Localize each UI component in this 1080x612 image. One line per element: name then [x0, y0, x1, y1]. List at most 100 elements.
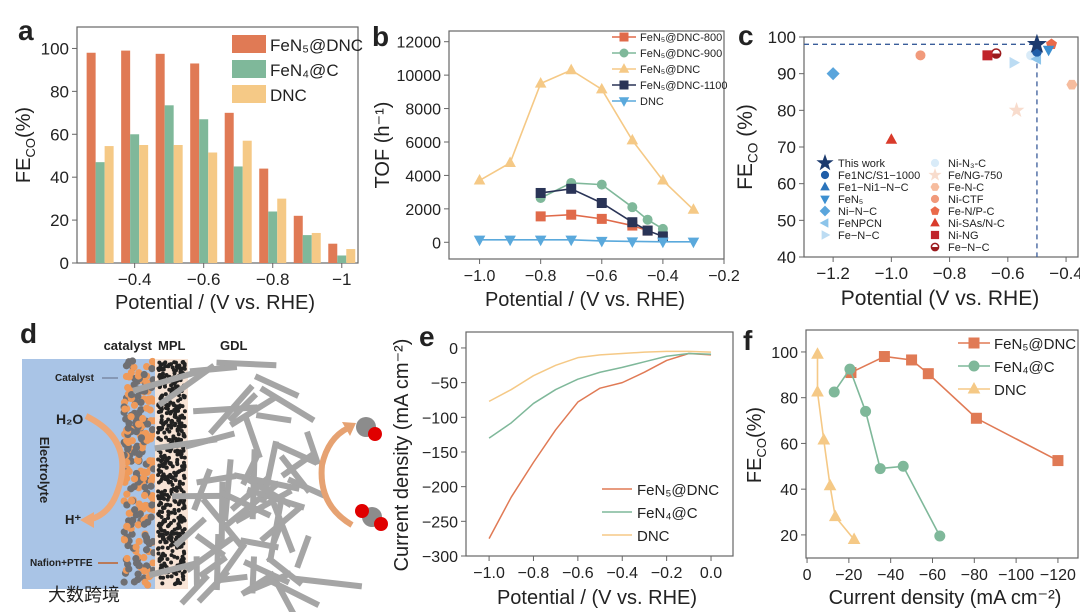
legend-marker [930, 183, 940, 191]
bar-1-3 [199, 119, 209, 263]
mpl-particle [166, 512, 171, 517]
legend-label: FeN₅@DNC-1100 [640, 80, 728, 92]
legend-label: DNC [994, 382, 1027, 399]
mpl-particle [158, 575, 163, 580]
mpl-particle [180, 571, 185, 576]
mpl-particle [157, 558, 162, 563]
catalyst-particle [124, 438, 133, 447]
legend-label: Fe−N−C [838, 230, 880, 242]
data-point [1042, 45, 1055, 57]
catalyst-particle [124, 383, 132, 392]
mpl-particle [159, 394, 164, 399]
mpl-particle [172, 408, 177, 413]
mpl-particle [168, 400, 173, 405]
ylabel-part: (%) [13, 107, 35, 138]
data-point [811, 347, 824, 359]
legend-marker [618, 63, 630, 73]
data-point [473, 235, 486, 247]
mpl-particle [164, 531, 169, 536]
gdl-fiber [240, 570, 276, 597]
mpl-particle [162, 461, 167, 466]
catalyst-particle [149, 559, 157, 567]
bar-2-4 [242, 140, 252, 263]
gdl-fiber [196, 569, 230, 604]
data-point [828, 386, 840, 398]
data-point [565, 63, 578, 75]
oxygen-atom [355, 504, 369, 518]
mpl-particle [166, 423, 171, 428]
legend-label: Ni-SAs/N-C [948, 218, 1005, 230]
y-tick-label: −50 [431, 376, 458, 393]
data-point [566, 183, 577, 194]
legend-marker [819, 218, 829, 228]
catalyst-particle [141, 531, 149, 540]
mpl-particle [181, 549, 186, 554]
mpl-particle [170, 548, 175, 553]
legend-label: Ni-N₃-C [948, 158, 986, 170]
data-point [657, 173, 669, 185]
y-tick-label: 8000 [405, 102, 441, 119]
mpl-particle [180, 506, 185, 511]
ylabel-part: FE [734, 163, 757, 190]
catalyst-particle [130, 401, 139, 409]
mpl-particle [159, 493, 164, 498]
gdl-fiber [216, 359, 277, 369]
mpl-particle [181, 460, 186, 465]
y-tick-label: 20 [780, 528, 798, 545]
ylabel-part: (%) [744, 407, 766, 438]
x-tick-label: −20 [835, 567, 862, 584]
series-line [488, 350, 712, 403]
x-tick-label: −80 [961, 567, 988, 584]
mpl-particle [162, 561, 167, 566]
x-tick-label: −60 [919, 567, 946, 584]
mpl-particle [159, 454, 164, 459]
mpl-particle [172, 470, 177, 475]
mpl-particle [179, 488, 184, 493]
mpl-particle [172, 360, 177, 365]
gdl-fiber [265, 555, 304, 587]
legend-marker [930, 158, 940, 168]
mpl-particle [176, 432, 181, 437]
legend-label: FeN₄@C [994, 359, 1055, 376]
x-tick-label: −120 [1040, 567, 1076, 584]
legend-label: This work [838, 158, 886, 170]
catalyst-particle [147, 482, 155, 490]
catalyst-particle [141, 578, 149, 586]
mpl-particle [170, 541, 175, 546]
legend-label: FeN₅@DNC [270, 36, 363, 55]
x-tick-label: −0.6 [586, 268, 618, 285]
x-tick-label: −0.6 [991, 264, 1025, 283]
bar-0-4 [224, 112, 234, 264]
mpl-particle [166, 494, 171, 499]
x-tick-label: −0.2 [708, 268, 740, 285]
catalyst-particle [123, 490, 131, 498]
catalyst-particle [146, 406, 154, 414]
legend-marker [930, 230, 940, 240]
legend-marker [619, 80, 629, 90]
mpl-particle [180, 554, 185, 559]
catalyst-particle [134, 392, 142, 400]
bar-0-3 [190, 63, 200, 263]
legend-marker [619, 32, 629, 42]
mpl-particle [163, 455, 168, 460]
mpl-particle [163, 360, 168, 365]
legend-label: FeNPCN [838, 218, 882, 230]
data-point [817, 432, 831, 445]
gdl-fiber [192, 404, 258, 415]
bar-2-2 [173, 145, 183, 263]
data-point [878, 351, 890, 363]
legend-marker [930, 217, 940, 227]
mpl-particle [171, 531, 176, 536]
panel-b: −1.0 −0.8 −0.6 −0.4 −0.2 0 2000 4000 6000 8000 100… [397, 30, 740, 311]
mpl-particle [173, 478, 178, 483]
y-tick-label: 100 [768, 28, 796, 47]
gdl-fiber [294, 534, 312, 569]
mpl-particle [176, 418, 181, 423]
binder-label: Nafion+PTFE [30, 558, 93, 569]
legend-label: DNC [640, 96, 664, 108]
mpl-particle [182, 424, 187, 429]
mpl-particle [181, 577, 186, 582]
data-point [535, 211, 546, 222]
mpl-particle [169, 553, 174, 558]
catalyst-particle [143, 420, 152, 428]
